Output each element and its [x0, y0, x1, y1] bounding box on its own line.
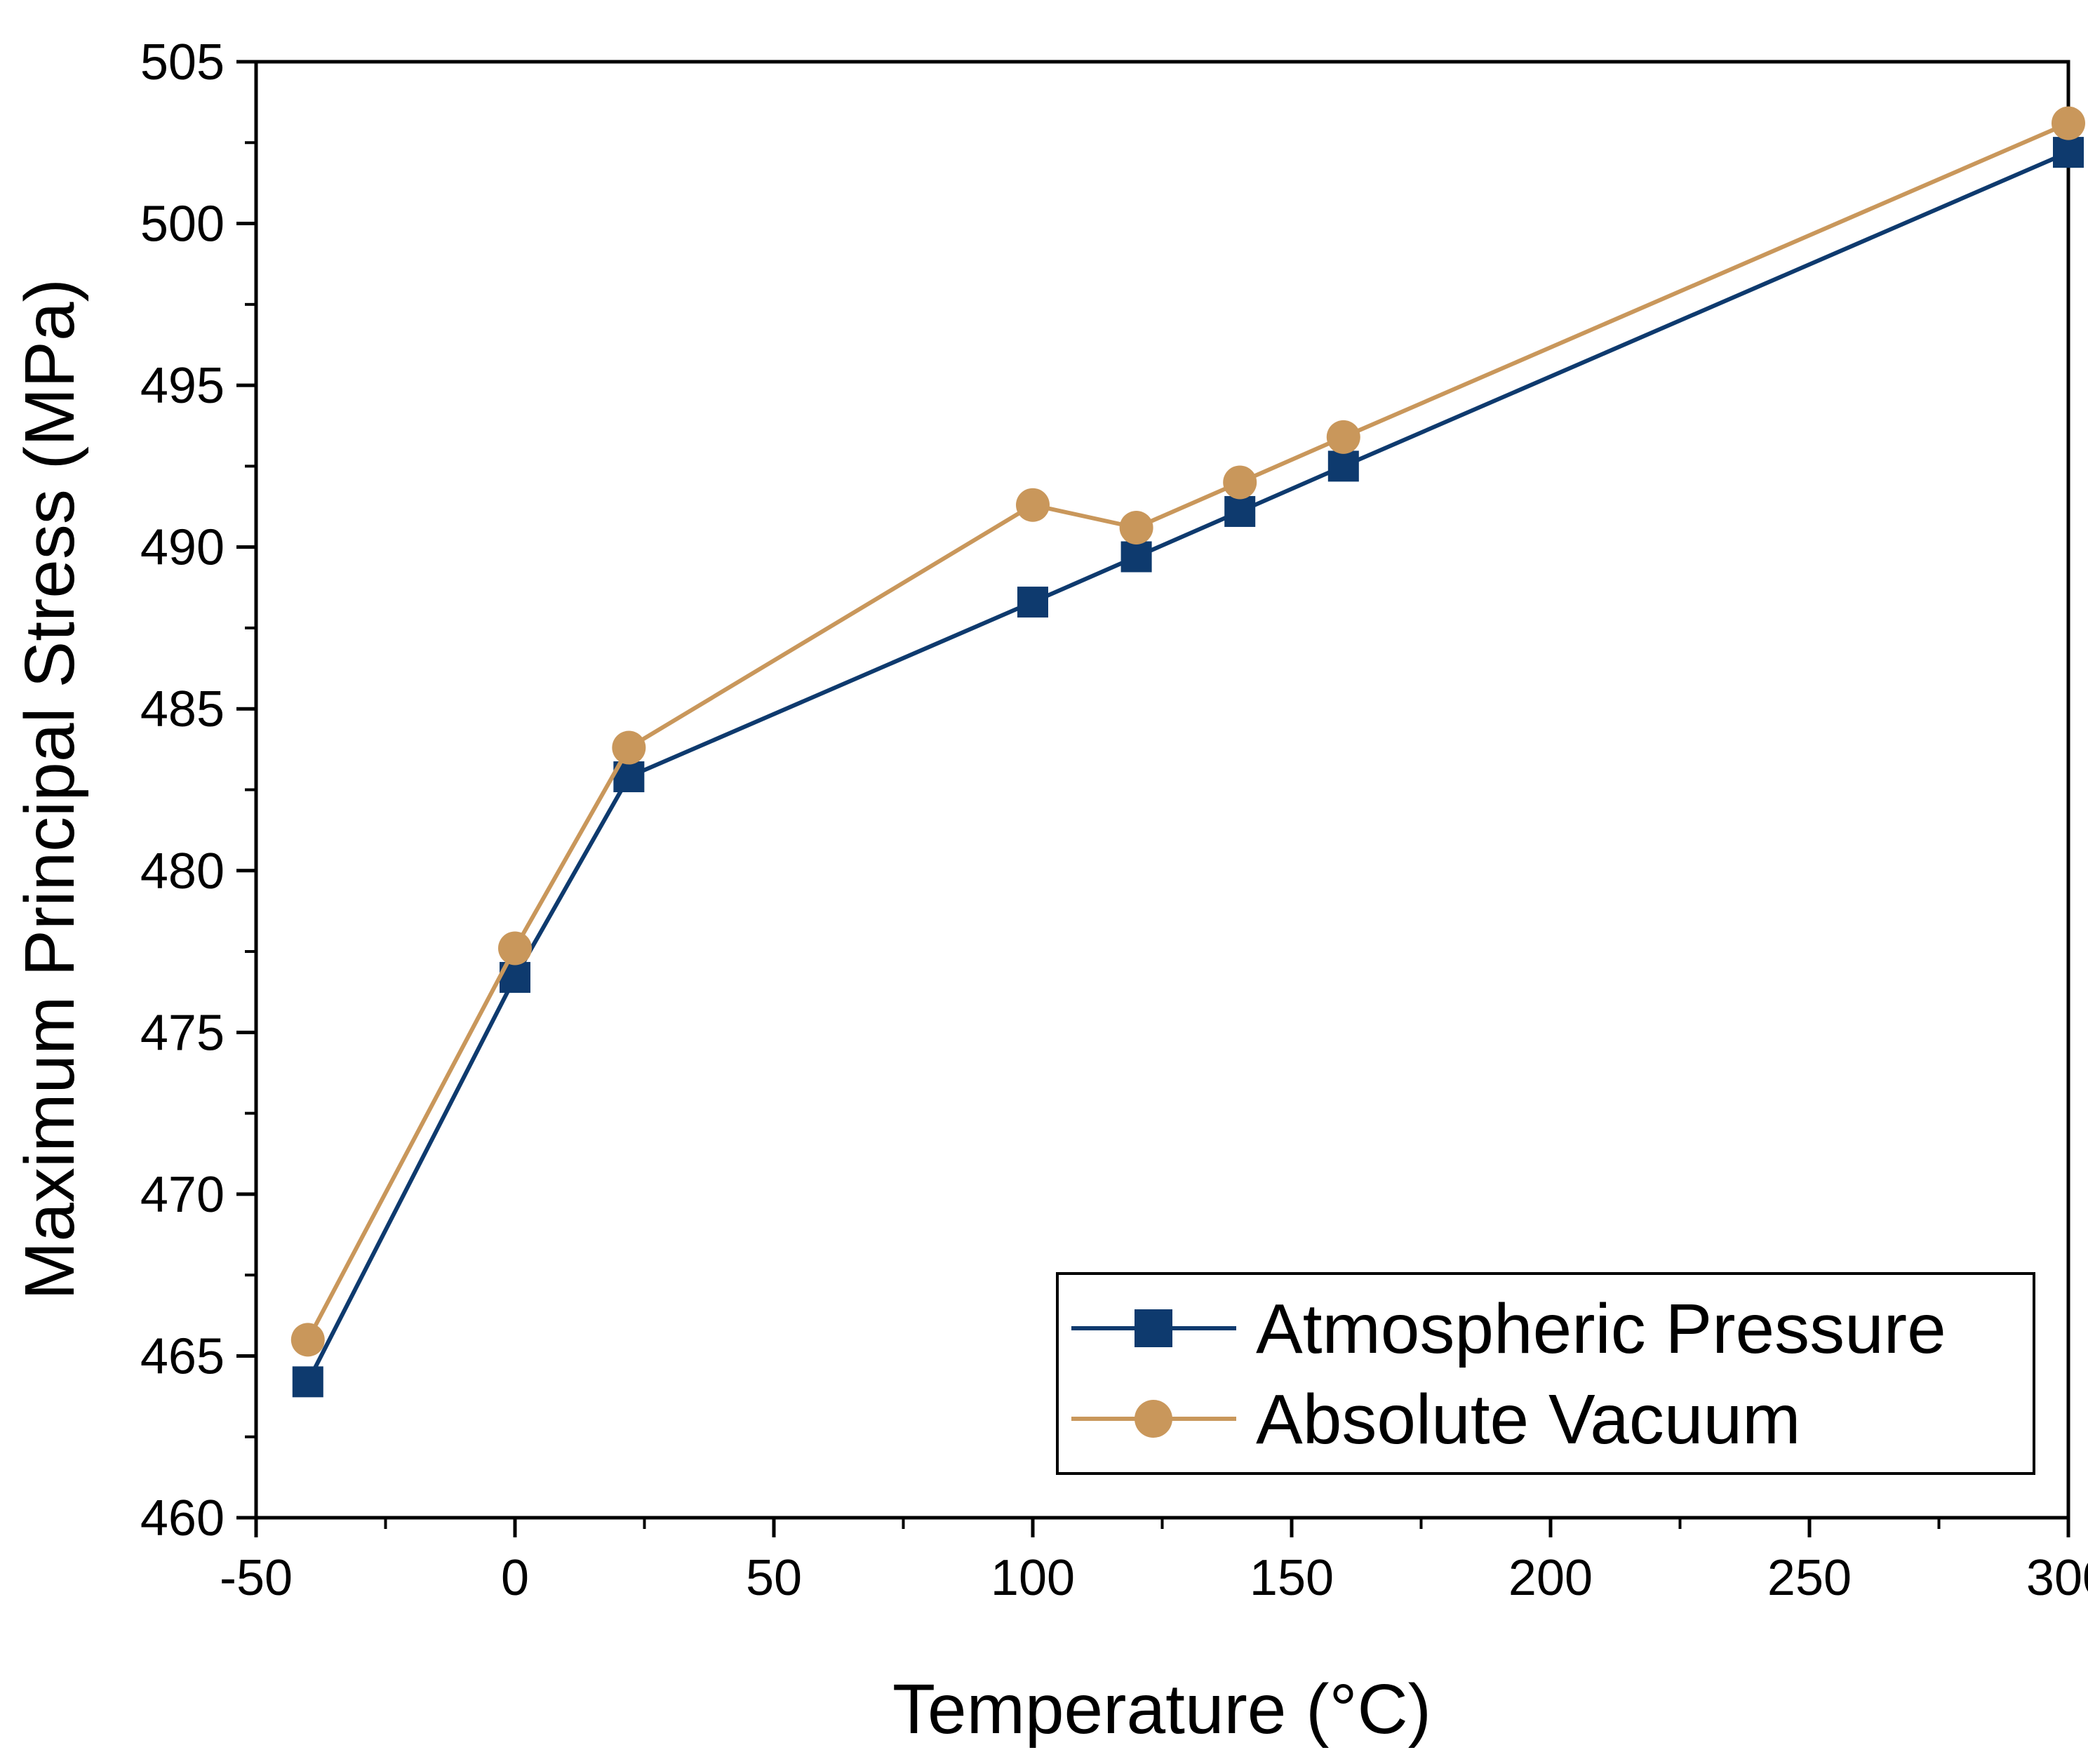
data-point-absolute-vacuum	[1326, 420, 1360, 454]
y-tick-label: 485	[140, 681, 225, 737]
x-tick-label: 50	[746, 1550, 802, 1606]
x-axis-title: Temperature (°C)	[892, 1670, 1431, 1749]
data-point-atmospheric-pressure	[1327, 450, 1359, 482]
legend: Atmospheric Pressure Absolute Vacuum	[1056, 1272, 2035, 1475]
data-point-atmospheric-pressure	[292, 1366, 323, 1398]
data-point-atmospheric-pressure	[1224, 495, 1256, 527]
y-tick-labels: 460 465 470 475 480 485 490 495 500 505	[140, 34, 225, 1546]
series-line-absolute-vacuum	[306, 121, 2070, 1341]
y-tick-label: 465	[140, 1328, 225, 1384]
data-point-absolute-vacuum	[498, 931, 532, 965]
legend-box	[1056, 1272, 2035, 1475]
x-tick-label: 200	[1508, 1550, 1593, 1606]
x-tick-label: -50	[220, 1550, 293, 1606]
y-axis-title: Maximum Principal Stress (MPa)	[11, 279, 89, 1300]
legend-marker-absolute-vacuum	[1135, 1400, 1172, 1438]
series-line-atmospheric-pressure	[306, 150, 2070, 1383]
axis-ticks	[236, 60, 2070, 1537]
series-absolute-vacuum	[290, 106, 2085, 1357]
data-point-absolute-vacuum	[612, 730, 646, 765]
data-point-atmospheric-pressure	[2053, 137, 2084, 168]
x-tick-label: 100	[991, 1550, 1075, 1606]
legend-label-atmospheric-pressure: Atmospheric Pressure	[1256, 1290, 1946, 1368]
x-tick-label: 0	[501, 1550, 529, 1606]
y-tick-label: 490	[140, 520, 225, 576]
data-point-atmospheric-pressure	[1120, 541, 1152, 573]
series-layer	[290, 106, 2085, 1398]
data-point-absolute-vacuum	[2052, 106, 2085, 140]
data-point-atmospheric-pressure	[1017, 587, 1048, 618]
legend-label-absolute-vacuum: Absolute Vacuum	[1256, 1380, 1800, 1459]
data-point-absolute-vacuum	[1119, 511, 1153, 544]
y-tick-label: 480	[140, 843, 225, 900]
y-tick-label: 505	[140, 34, 225, 91]
x-tick-label: 250	[1767, 1550, 1852, 1606]
series-atmospheric-pressure	[292, 137, 2084, 1398]
y-tick-label: 495	[140, 358, 225, 414]
data-point-absolute-vacuum	[1223, 465, 1257, 500]
x-tick-label: 300	[2026, 1550, 2088, 1606]
x-tick-label: 150	[1250, 1550, 1334, 1606]
data-point-absolute-vacuum	[290, 1323, 325, 1357]
y-tick-label: 475	[140, 1005, 225, 1061]
legend-marker-atmospheric-pressure	[1135, 1309, 1172, 1347]
data-point-absolute-vacuum	[1016, 488, 1050, 522]
y-tick-label: 460	[140, 1490, 225, 1546]
y-tick-label: 500	[140, 196, 225, 253]
y-tick-label: 470	[140, 1167, 225, 1223]
x-tick-labels: -50 0 50 100 150 200 250 300	[220, 1550, 2088, 1606]
